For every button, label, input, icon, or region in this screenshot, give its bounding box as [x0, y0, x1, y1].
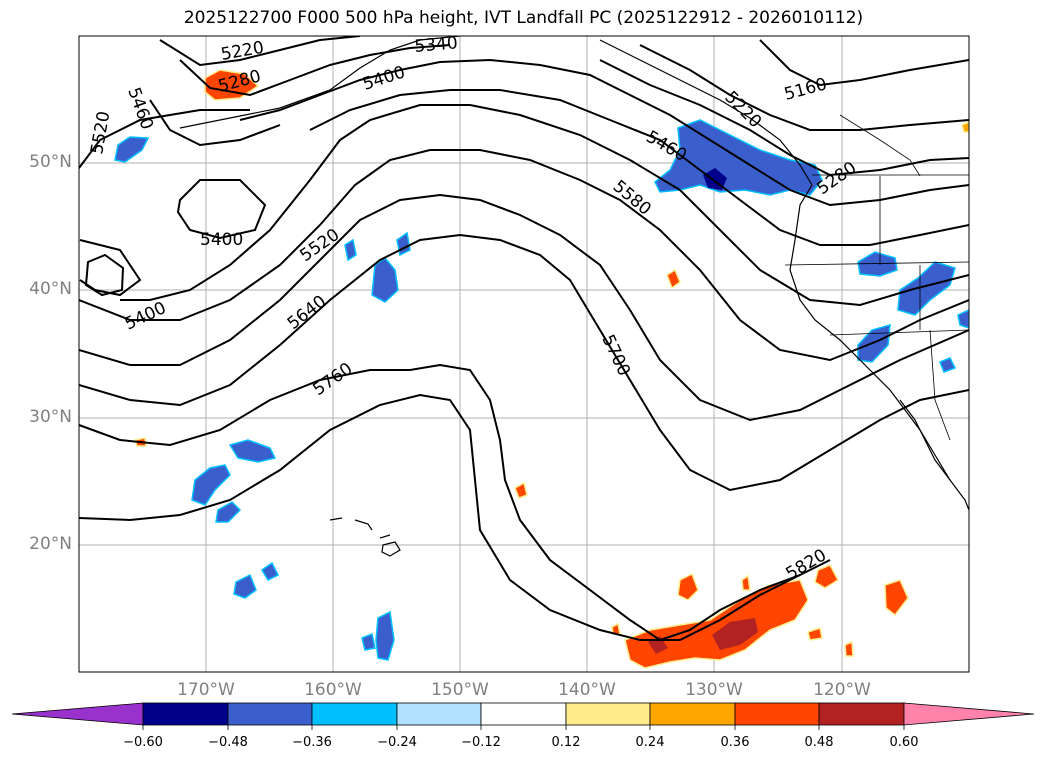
- colorbar-tick-label: 0.24: [635, 735, 665, 750]
- colorbar-bin: [734, 702, 820, 726]
- contour-label: 5400: [200, 230, 243, 250]
- contour-5760: [79, 363, 831, 642]
- contour-5160: [759, 39, 969, 87]
- lon-label: 140°W: [558, 680, 616, 700]
- pos-region-south-a: [677, 572, 699, 601]
- neg-region-west-1: [191, 464, 231, 506]
- contour-5820: [79, 393, 801, 641]
- colorbar-bin: [818, 702, 905, 726]
- neg-region-south-2: [260, 561, 280, 581]
- pos-region-mid-7: [961, 121, 969, 133]
- lat-label: 40°N: [29, 279, 72, 299]
- contour-5520: [79, 104, 969, 307]
- colorbar-tick-label: −0.60: [123, 735, 163, 750]
- neg-region-west-3: [215, 501, 242, 523]
- colorbar-extend-high: [903, 702, 1035, 726]
- map-area: 5220 5340 5280 5400 5460 5520 5400 5400 …: [79, 33, 969, 672]
- colorbar-tick-label: 0.36: [720, 735, 750, 750]
- pos-region-mid-2: [666, 268, 681, 290]
- pos-region-south-main: [624, 579, 809, 669]
- coast-alaska: [179, 36, 813, 186]
- neg-region-west-us-1: [857, 251, 898, 277]
- contour-5580: [79, 149, 969, 362]
- colorbar-tick-label: −0.36: [292, 735, 332, 750]
- pos-region-mid-5: [844, 640, 854, 657]
- colorbar-bin: [649, 702, 736, 726]
- colorbar-tick-label: −0.12: [461, 735, 501, 750]
- lon-label: 150°W: [431, 680, 489, 700]
- colorbar: [11, 702, 1035, 730]
- colorbar-bin: [227, 702, 313, 726]
- map-frame: [78, 35, 970, 673]
- lat-label: 50°N: [29, 152, 72, 172]
- pos-region-south-c: [884, 579, 909, 617]
- neg-region-west-us-5: [957, 309, 969, 329]
- contour-5220: [159, 36, 969, 131]
- coast-baja: [899, 399, 951, 481]
- contour-label: 5340: [414, 33, 459, 57]
- lon-label: 170°W: [177, 680, 235, 700]
- pos-region-mid-1: [514, 481, 528, 499]
- contour-5280: [179, 44, 969, 177]
- colorbar-bin: [480, 702, 567, 726]
- neg-region-mid-3: [344, 238, 357, 262]
- contour-5640: [79, 193, 969, 422]
- pos-region-south-core: [712, 618, 758, 650]
- neg-region-west-us-4: [939, 357, 957, 373]
- neg-region-west-us-2: [897, 261, 956, 316]
- neg-region-hawaii-2: [361, 632, 376, 651]
- neg-region-west-us-3: [857, 323, 891, 363]
- colorbar-tick-label: 0.48: [804, 735, 834, 750]
- contour-5700: [79, 233, 969, 492]
- contour-5400: [176, 179, 267, 240]
- height-contours: [79, 36, 969, 642]
- colorbar-tick-label: 0.12: [551, 735, 581, 750]
- pos-region-south-d: [741, 574, 751, 591]
- neg-region-core: [703, 168, 727, 190]
- coast-north-america: [789, 184, 969, 511]
- coastlines: [179, 36, 969, 557]
- lon-label: 160°W: [304, 680, 362, 700]
- figure-title: 2025122700 F000 500 hPa height, IVT Land…: [183, 8, 864, 28]
- colorbar-bin: [142, 702, 229, 726]
- lat-label: 20°N: [29, 534, 72, 554]
- colorbar-tick-label: −0.24: [377, 735, 417, 750]
- lat-label: 30°N: [29, 407, 72, 427]
- lon-label: 130°W: [685, 680, 743, 700]
- colorbar-extend-low: [11, 702, 144, 726]
- neg-region-hawaii: [375, 610, 395, 661]
- colorbar-tick-label: −0.48: [208, 735, 248, 750]
- neg-region-west-2: [228, 439, 277, 463]
- coast-hawaii: [329, 517, 401, 557]
- pos-region-mid-6: [807, 627, 823, 641]
- lon-label: 120°W: [813, 680, 871, 700]
- colorbar-bin: [396, 702, 482, 726]
- pos-region-aleutian: [204, 69, 260, 101]
- contour-5400-low: [84, 253, 125, 297]
- pos-region-south-b: [814, 564, 839, 589]
- neg-region-nw-corner: [114, 136, 150, 163]
- colorbar-bin: [311, 702, 398, 726]
- colorbar-tick-label: 0.60: [889, 735, 919, 750]
- colorbar-bin: [565, 702, 651, 726]
- neg-region-south-1: [233, 573, 257, 599]
- positive-anomaly-shading: [134, 69, 969, 669]
- contour-5340: [239, 58, 969, 207]
